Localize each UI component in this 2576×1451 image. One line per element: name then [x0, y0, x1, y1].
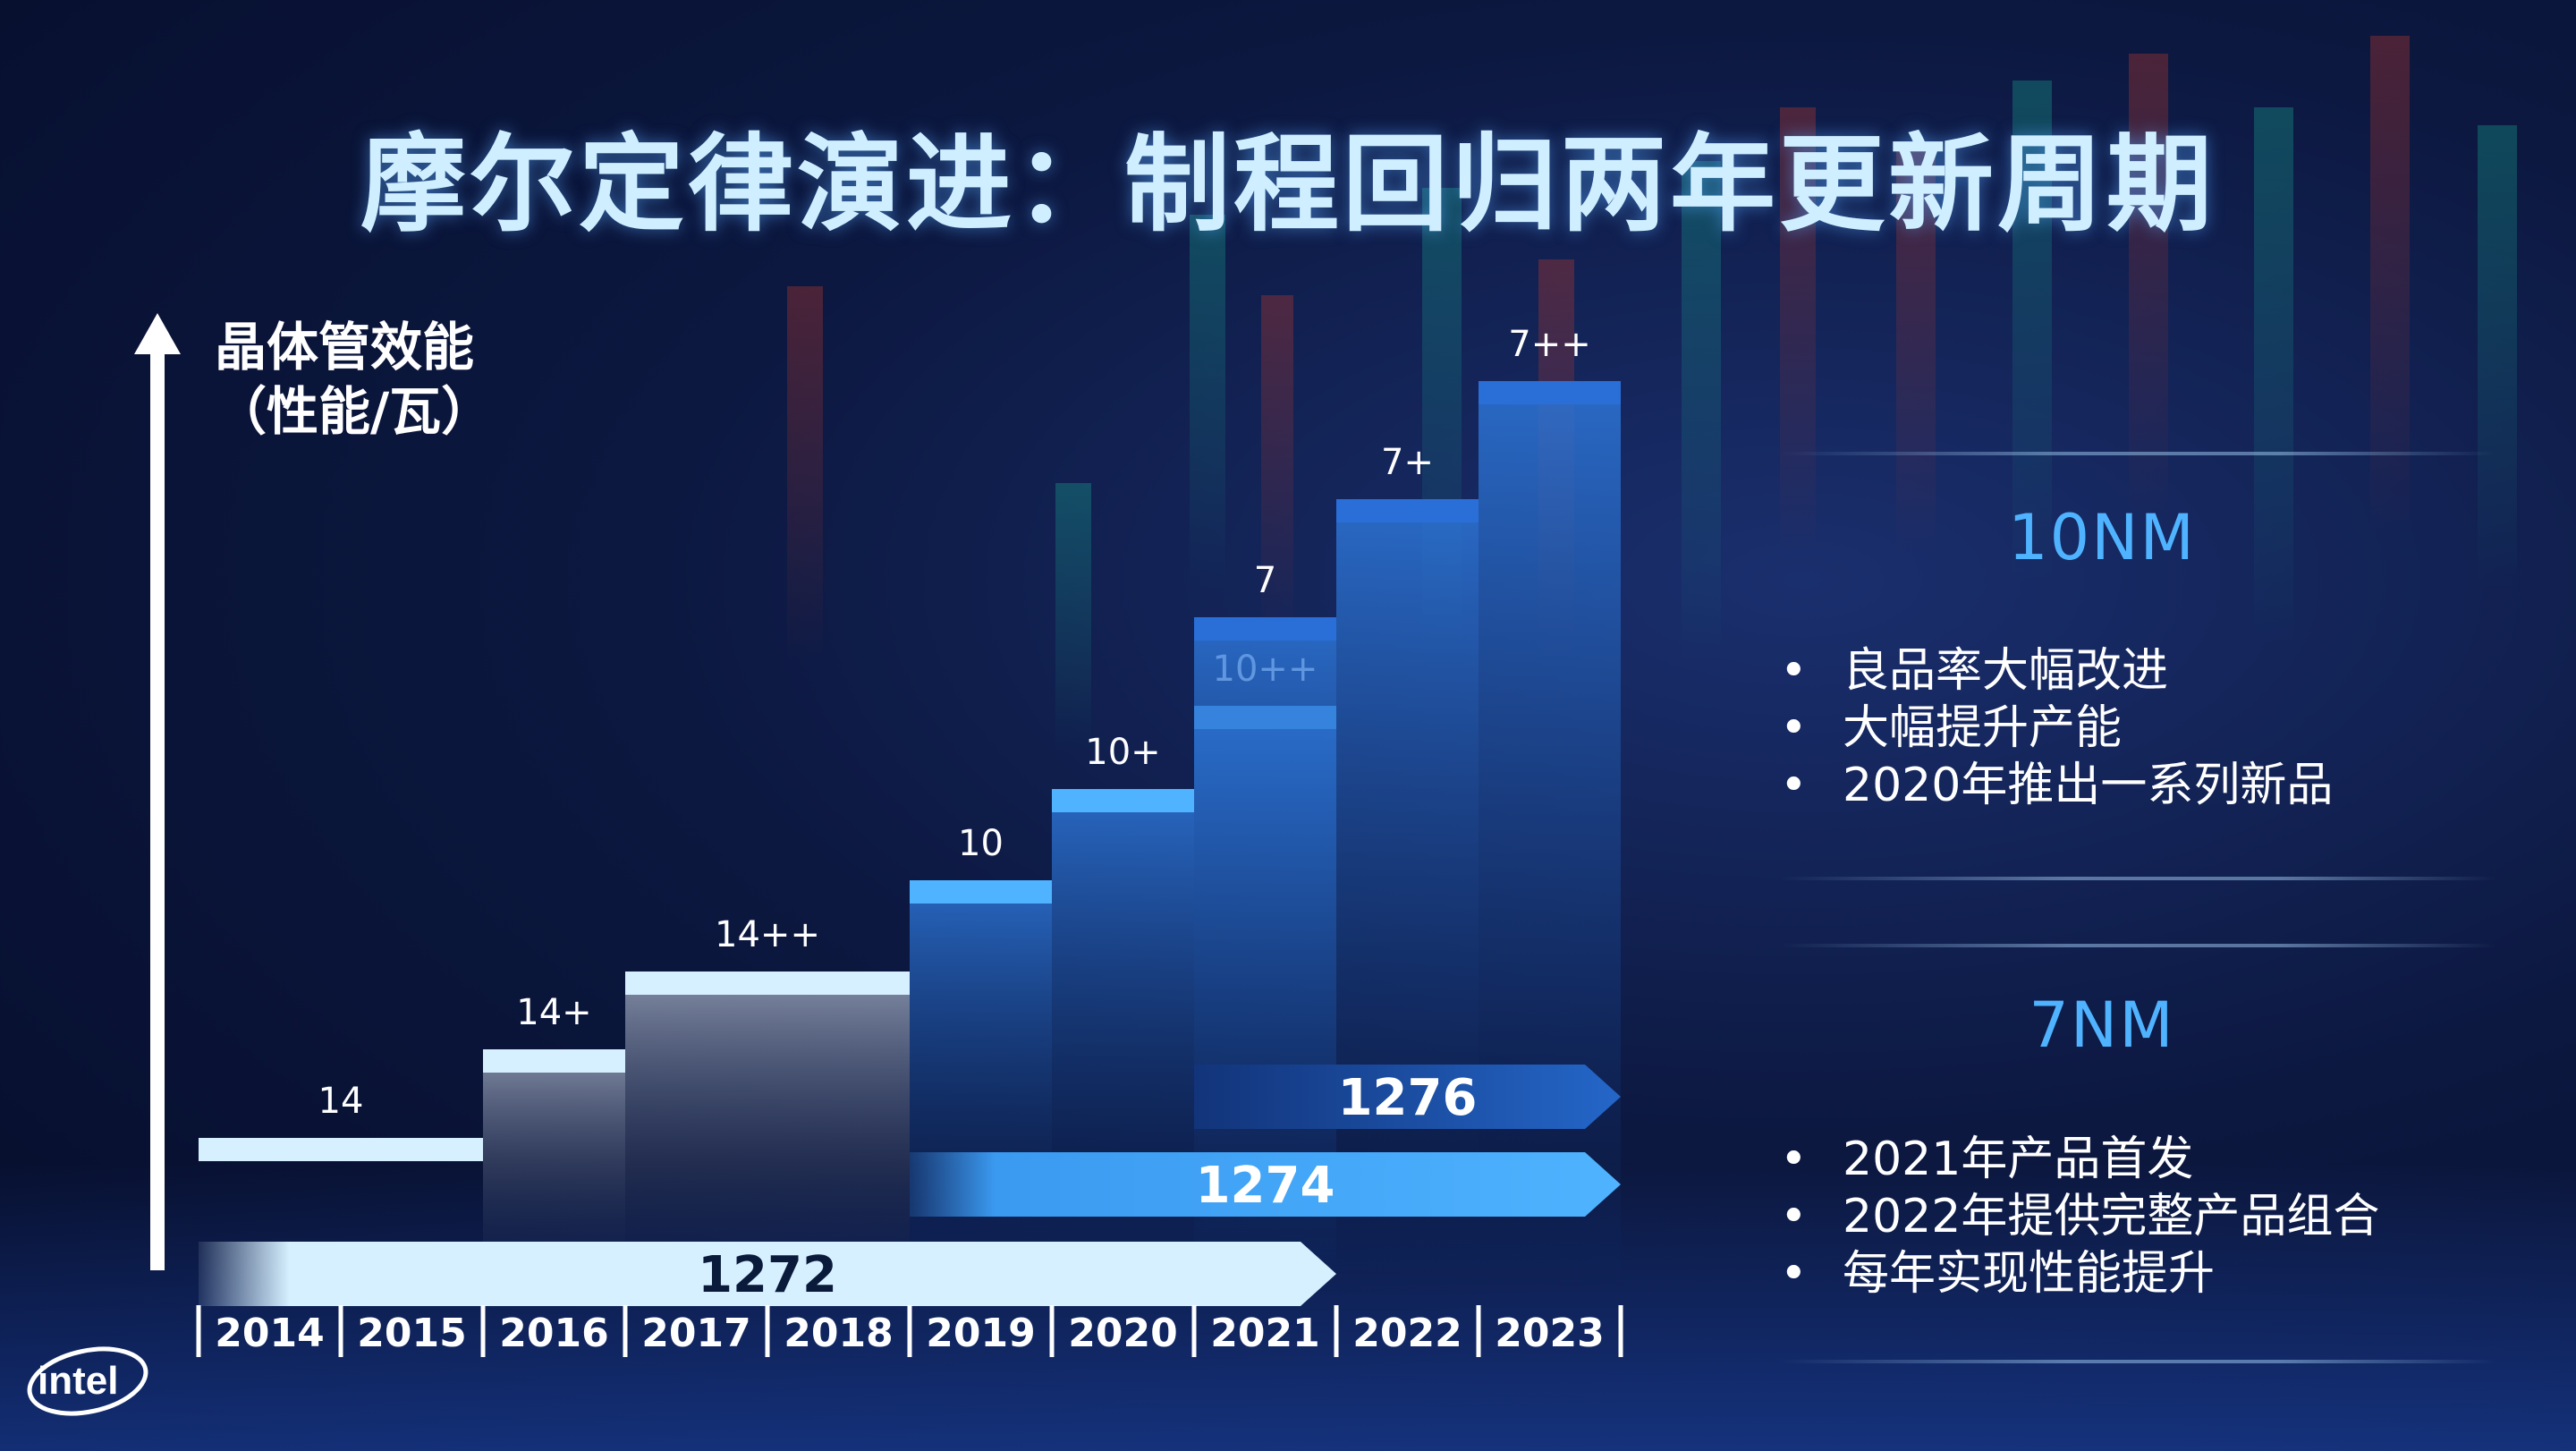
- y-axis-arrowhead: [134, 313, 181, 354]
- x-tick-label: 2015: [357, 1311, 466, 1356]
- panel-10nm-list: 良品率大幅改进 大幅提升产能 2020年推出一系列新品: [1780, 642, 2333, 814]
- panel-7nm-item: 每年实现性能提升: [1780, 1245, 2379, 1303]
- x-tick-label: 2016: [499, 1311, 608, 1356]
- node-column: [1479, 381, 1621, 1270]
- node-cap: [910, 880, 1052, 904]
- x-tick-label: 2021: [1210, 1311, 1319, 1356]
- x-tick-label: 2019: [926, 1311, 1035, 1356]
- node-cap: [625, 972, 910, 995]
- node-column: [483, 1049, 625, 1270]
- process-arrow: [199, 1242, 1336, 1306]
- x-tick-label: 2017: [641, 1311, 750, 1356]
- panel-7nm-item: 2022年提供完整产品组合: [1780, 1188, 2379, 1245]
- process-arrow: [1194, 1065, 1621, 1129]
- process-label: 1274: [1196, 1157, 1335, 1215]
- divider-middle: [1780, 877, 2496, 880]
- x-tick-label: 2022: [1352, 1311, 1462, 1356]
- node-label: 14+: [516, 992, 591, 1033]
- y-axis-label-line2: （性能/瓦）: [215, 381, 494, 442]
- y-axis-label-line1: 晶体管效能: [215, 317, 475, 378]
- node-label: 14: [318, 1081, 364, 1122]
- panel-7nm-title: 7NM: [2029, 989, 2175, 1062]
- panel-7nm-list: 2021年产品首发 2022年提供完整产品组合 每年实现性能提升: [1780, 1131, 2379, 1303]
- process-label: 1276: [1338, 1069, 1478, 1127]
- divider-bottom: [1780, 1360, 2496, 1363]
- x-tick-label: 2018: [784, 1311, 893, 1356]
- node-label: 7: [1254, 560, 1276, 601]
- panel-10nm-item: 2020年推出一系列新品: [1780, 757, 2333, 814]
- node-cap: [1052, 789, 1194, 812]
- node-column: [1336, 499, 1479, 1270]
- intel-logo: intel: [27, 1346, 148, 1416]
- node-label: 10+: [1085, 732, 1160, 773]
- node-cap: [199, 1138, 483, 1161]
- node-label: 7+: [1381, 442, 1434, 483]
- node-cap: [483, 1049, 625, 1073]
- background-bars: [787, 36, 2517, 751]
- y-axis-label: 晶体管效能 （性能/瓦）: [215, 315, 493, 444]
- node-cap: [1479, 381, 1621, 404]
- page-title: 摩尔定律演进：制程回归两年更新周期: [360, 123, 2216, 246]
- process-label: 1272: [698, 1246, 837, 1304]
- process-arrow: [910, 1152, 1621, 1217]
- panel-10nm-title: 10NM: [2008, 501, 2196, 574]
- panel-10nm-item: 良品率大幅改进: [1780, 642, 2333, 700]
- divider-top: [1780, 452, 2496, 455]
- panel-7nm-item: 2021年产品首发: [1780, 1131, 2379, 1188]
- intel-logo-text: intel: [38, 1359, 118, 1403]
- node-cap: [1336, 499, 1479, 522]
- divider-lower: [1780, 944, 2496, 947]
- node-label: 14++: [715, 914, 820, 955]
- x-tick-label: 2020: [1068, 1311, 1177, 1356]
- node-label: 7++: [1508, 324, 1590, 365]
- node-label: 10: [958, 823, 1004, 864]
- panel-10nm-item: 大幅提升产能: [1780, 700, 2333, 757]
- node-column: [625, 972, 910, 1270]
- x-tick-label: 2023: [1495, 1311, 1604, 1356]
- x-tick-label: 2014: [215, 1311, 324, 1356]
- node-cap: [1194, 617, 1336, 641]
